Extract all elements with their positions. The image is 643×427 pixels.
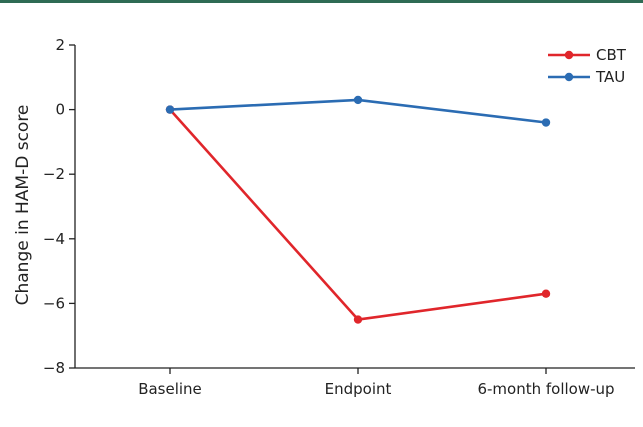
data-point-cbt [541,289,551,298]
series-line-cbt [169,108,547,321]
x-tick-label: Endpoint [325,380,392,398]
y-tick-label: 2 [55,36,65,54]
legend-label-tau: TAU [595,68,625,86]
legend-label-cbt: CBT [596,46,627,64]
x-tick-label: 6-month follow-up [477,380,614,398]
data-point-cbt [353,315,363,324]
legend-marker-cbt [564,50,574,60]
y-tick-label: −8 [43,359,65,377]
y-axis-title: Change in HAM-D score [13,105,33,306]
legend: CBT TAU [548,46,627,86]
y-ticks: 2 0 −2 −4 −6 −8 [43,36,75,377]
y-tick-label: −6 [43,294,65,312]
x-ticks: Baseline Endpoint 6-month follow-up [138,368,615,398]
y-tick-label: −4 [43,230,65,248]
data-point-tau [541,118,551,127]
series-points [165,95,551,324]
top-accent-rule [0,0,643,3]
y-tick-label: 0 [55,101,65,119]
axes [74,45,635,369]
series-lines [169,98,547,321]
legend-marker-tau [564,72,574,82]
x-tick-label: Baseline [138,380,202,398]
y-tick-label: −2 [43,165,65,183]
data-point-tau [353,95,363,105]
data-point-tau [165,105,175,114]
